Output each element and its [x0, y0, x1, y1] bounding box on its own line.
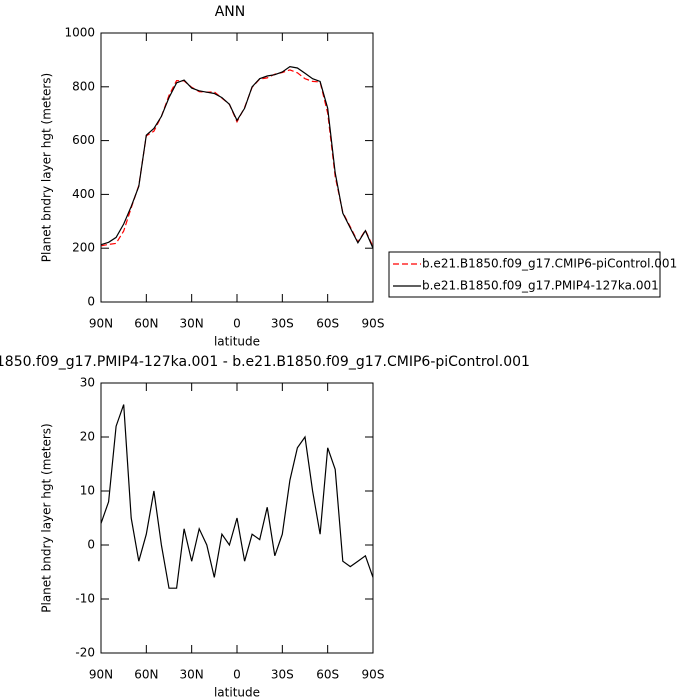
y-axis-label: Planet bndry layer hgt (meters): [40, 73, 54, 263]
y-tick-label: 0: [87, 538, 95, 552]
x-tick-label: 30N: [180, 668, 204, 682]
x-tick-label: 60S: [316, 668, 339, 682]
y-tick-label: 400: [72, 187, 95, 201]
x-tick-label: 90N: [89, 317, 113, 331]
y-tick-label: -10: [75, 592, 95, 606]
data-line: [100, 69, 374, 247]
y-tick-label: 1000: [64, 26, 95, 40]
y-tick-label: 20: [80, 430, 95, 444]
y-tick-label: 200: [72, 241, 95, 255]
legend-label: b.e21.B1850.f09_g17.PMIP4-127ka.001: [422, 279, 659, 293]
x-tick-label: 30S: [271, 317, 294, 331]
x-tick-label: 0: [233, 668, 241, 682]
x-tick-label: 60N: [134, 668, 158, 682]
legend-label: b.e21.B1850.f09_g17.CMIP6-piControl.001: [422, 257, 677, 271]
chart-title: b.e21.B1850.f09_g17.PMIP4-127ka.001 - b.…: [0, 354, 530, 370]
y-axis-label: Planet bndry layer hgt (meters): [40, 423, 54, 613]
y-tick-label: 0: [87, 295, 95, 309]
plot-frame: [100, 382, 374, 654]
x-axis-label: latitude: [214, 335, 260, 349]
y-tick-label: 600: [72, 133, 95, 147]
x-tick-label: 90S: [362, 668, 385, 682]
y-tick-label: -20: [75, 646, 95, 660]
chart-title: ANN: [215, 4, 246, 20]
x-tick-label: 90S: [362, 317, 385, 331]
x-tick-label: 60N: [134, 317, 158, 331]
x-axis-label: latitude: [214, 686, 260, 700]
x-tick-label: 0: [233, 317, 241, 331]
y-tick-label: 10: [80, 484, 95, 498]
data-line: [100, 65, 374, 249]
y-tick-label: 30: [80, 376, 95, 390]
legend-box: [388, 251, 661, 298]
x-tick-label: 90N: [89, 668, 113, 682]
data-line: [100, 404, 374, 589]
x-tick-label: 60S: [316, 317, 339, 331]
x-tick-label: 30S: [271, 668, 294, 682]
y-tick-label: 800: [72, 79, 95, 93]
x-tick-label: 30N: [180, 317, 204, 331]
plot-frame: [100, 32, 374, 303]
